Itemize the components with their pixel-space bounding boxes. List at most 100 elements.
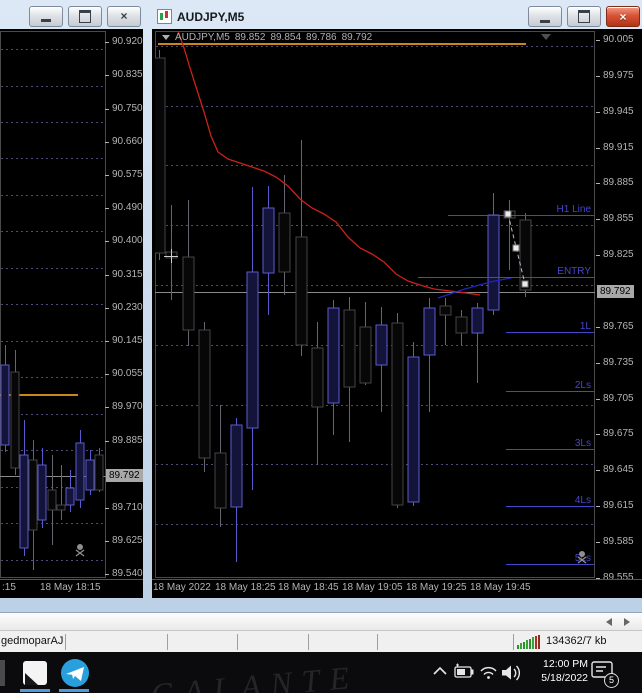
price-tick-label: 89.855 bbox=[603, 213, 634, 224]
price-tick-label: 89.540 bbox=[112, 568, 143, 579]
account-tab[interactable]: gedmoparAJ bbox=[1, 635, 64, 647]
trendline-handle[interactable] bbox=[512, 244, 520, 252]
trendline-handle[interactable] bbox=[521, 280, 529, 288]
titlebar-left[interactable]: × bbox=[0, 4, 147, 28]
battery-icon[interactable] bbox=[454, 663, 474, 678]
price-tick-label: 89.585 bbox=[603, 536, 634, 547]
clock-date: 5/18/2022 bbox=[541, 672, 588, 684]
chart-tab-bar bbox=[0, 612, 642, 630]
price-tick bbox=[105, 441, 109, 442]
price-tick-label: 90.145 bbox=[112, 335, 143, 346]
chevron-up-icon[interactable] bbox=[433, 666, 447, 675]
chart-canvas-left[interactable]: 90.920 90.835 90.750 90.660 90.575 90.490 90.4… bbox=[0, 29, 143, 598]
partial-app-icon[interactable] bbox=[0, 660, 5, 686]
price-tick-label: 89.615 bbox=[603, 500, 634, 511]
candle-bear bbox=[28, 440, 38, 570]
minimize-button[interactable] bbox=[29, 5, 63, 27]
price-tick-label: 89.555 bbox=[603, 572, 634, 583]
trade-level-3ls[interactable]: 3Ls bbox=[506, 438, 594, 450]
price-tick bbox=[596, 76, 600, 77]
dropdown-arrow-icon bbox=[162, 35, 170, 40]
candle-bull bbox=[75, 430, 85, 508]
maximize-button[interactable] bbox=[68, 5, 102, 27]
plot-frame bbox=[0, 31, 106, 578]
ohlc-info-line[interactable]: AUDJPY,M5 89.852 89.854 89.786 89.792 bbox=[162, 32, 372, 43]
price-tick bbox=[596, 399, 600, 400]
time-axis-label: 18 May 2022 bbox=[153, 582, 211, 593]
price-tick-label: 89.710 bbox=[112, 502, 143, 513]
scroll-left-icon[interactable] bbox=[606, 618, 612, 626]
taskbar-active-indicator bbox=[20, 689, 50, 692]
time-axis-left[interactable]: :15 18 May 18:15 bbox=[0, 579, 143, 596]
chart-canvas-main[interactable]: AUDJPY,M5 89.852 89.854 89.786 89.792 H1… bbox=[152, 29, 642, 598]
close-button[interactable]: × bbox=[107, 5, 141, 27]
candle-bull bbox=[85, 450, 95, 495]
statusbar-separator bbox=[167, 634, 168, 650]
trendline-handle[interactable] bbox=[504, 210, 512, 218]
price-axis-main[interactable]: 90.005 89.975 89.945 89.915 89.885 89.855 89.8… bbox=[596, 29, 642, 583]
minimize-button[interactable] bbox=[528, 6, 562, 27]
trade-level-entry[interactable]: ENTRY bbox=[418, 266, 594, 278]
candle-bear bbox=[10, 350, 20, 475]
system-tray-icons[interactable] bbox=[428, 659, 528, 685]
chart-shift-icon[interactable] bbox=[541, 34, 551, 40]
close-icon: × bbox=[120, 9, 128, 23]
time-axis-label: :15 bbox=[2, 582, 16, 593]
price-tick-label: 89.945 bbox=[603, 106, 634, 117]
trade-level-2ls[interactable]: 2Ls bbox=[506, 380, 594, 392]
price-tick bbox=[105, 75, 109, 76]
ohlc-close: 89.792 bbox=[341, 32, 373, 43]
candle-bear bbox=[295, 140, 308, 356]
candle-bull bbox=[37, 448, 47, 528]
candle-bear bbox=[94, 448, 104, 492]
chart-window-main: AUDJPY,M5 × AUDJPY,M5 89.852 89.854 89.7… bbox=[147, 0, 642, 612]
price-tick-label: 89.975 bbox=[603, 70, 634, 81]
candle-bull bbox=[375, 307, 388, 412]
ma-line-red bbox=[177, 31, 481, 296]
notes-app-icon[interactable] bbox=[22, 660, 48, 686]
speaker-icon[interactable] bbox=[502, 665, 521, 681]
crosshair-marker bbox=[164, 249, 178, 263]
candle-bull bbox=[65, 470, 75, 512]
price-tick-label: 89.915 bbox=[603, 142, 634, 153]
notification-icon[interactable] bbox=[590, 660, 616, 682]
trade-level-1l[interactable]: 1L bbox=[506, 321, 594, 333]
scroll-right-icon[interactable] bbox=[624, 618, 630, 626]
price-tick bbox=[596, 506, 600, 507]
price-tick bbox=[105, 407, 109, 408]
wifi-icon[interactable] bbox=[480, 666, 497, 679]
price-tick-label: 89.825 bbox=[603, 249, 634, 260]
titlebar-main[interactable]: AUDJPY,M5 × bbox=[147, 5, 642, 28]
price-tick bbox=[105, 275, 109, 276]
price-tick bbox=[105, 541, 109, 542]
statusbar-separator bbox=[377, 634, 378, 650]
price-tick bbox=[596, 112, 600, 113]
price-chart-main[interactable]: H1 LineENTRY1L2Ls3Ls4Ls5Ls bbox=[155, 31, 595, 578]
price-tick-label: 90.315 bbox=[112, 269, 143, 280]
close-button[interactable]: × bbox=[606, 6, 640, 27]
price-tick bbox=[596, 578, 600, 579]
trade-level-h1-line[interactable]: H1 Line bbox=[448, 204, 594, 216]
svg-text:3Ls: 3Ls bbox=[575, 438, 591, 449]
telegram-icon[interactable] bbox=[60, 658, 90, 688]
price-tick bbox=[596, 255, 600, 256]
price-tick bbox=[596, 434, 600, 435]
trade-level-4ls[interactable]: 4Ls bbox=[506, 495, 594, 507]
taskbar-clock[interactable]: 12:00 PM 5/18/2022 bbox=[524, 657, 588, 685]
taskbar-active-indicator bbox=[59, 689, 89, 692]
candle-bull bbox=[327, 300, 340, 435]
notification-count-badge[interactable]: 5 bbox=[604, 673, 619, 688]
time-axis-main[interactable]: 18 May 2022 18 May 18:25 18 May 18:45 18 Ma… bbox=[152, 579, 642, 596]
price-tick-label: 89.645 bbox=[603, 464, 634, 475]
maximize-button[interactable] bbox=[567, 6, 601, 27]
price-chart-left[interactable] bbox=[0, 31, 106, 578]
candle-bear bbox=[278, 175, 291, 295]
price-axis-left[interactable]: 90.920 90.835 90.750 90.660 90.575 90.490 90.4… bbox=[105, 29, 143, 580]
candlestick-chart-icon bbox=[157, 9, 172, 24]
price-tick-label: 90.490 bbox=[112, 202, 143, 213]
candle-bear bbox=[439, 298, 452, 345]
candle-bull bbox=[0, 345, 10, 452]
price-tick bbox=[596, 327, 600, 328]
price-tick bbox=[596, 183, 600, 184]
price-tick-label: 90.230 bbox=[112, 302, 143, 313]
